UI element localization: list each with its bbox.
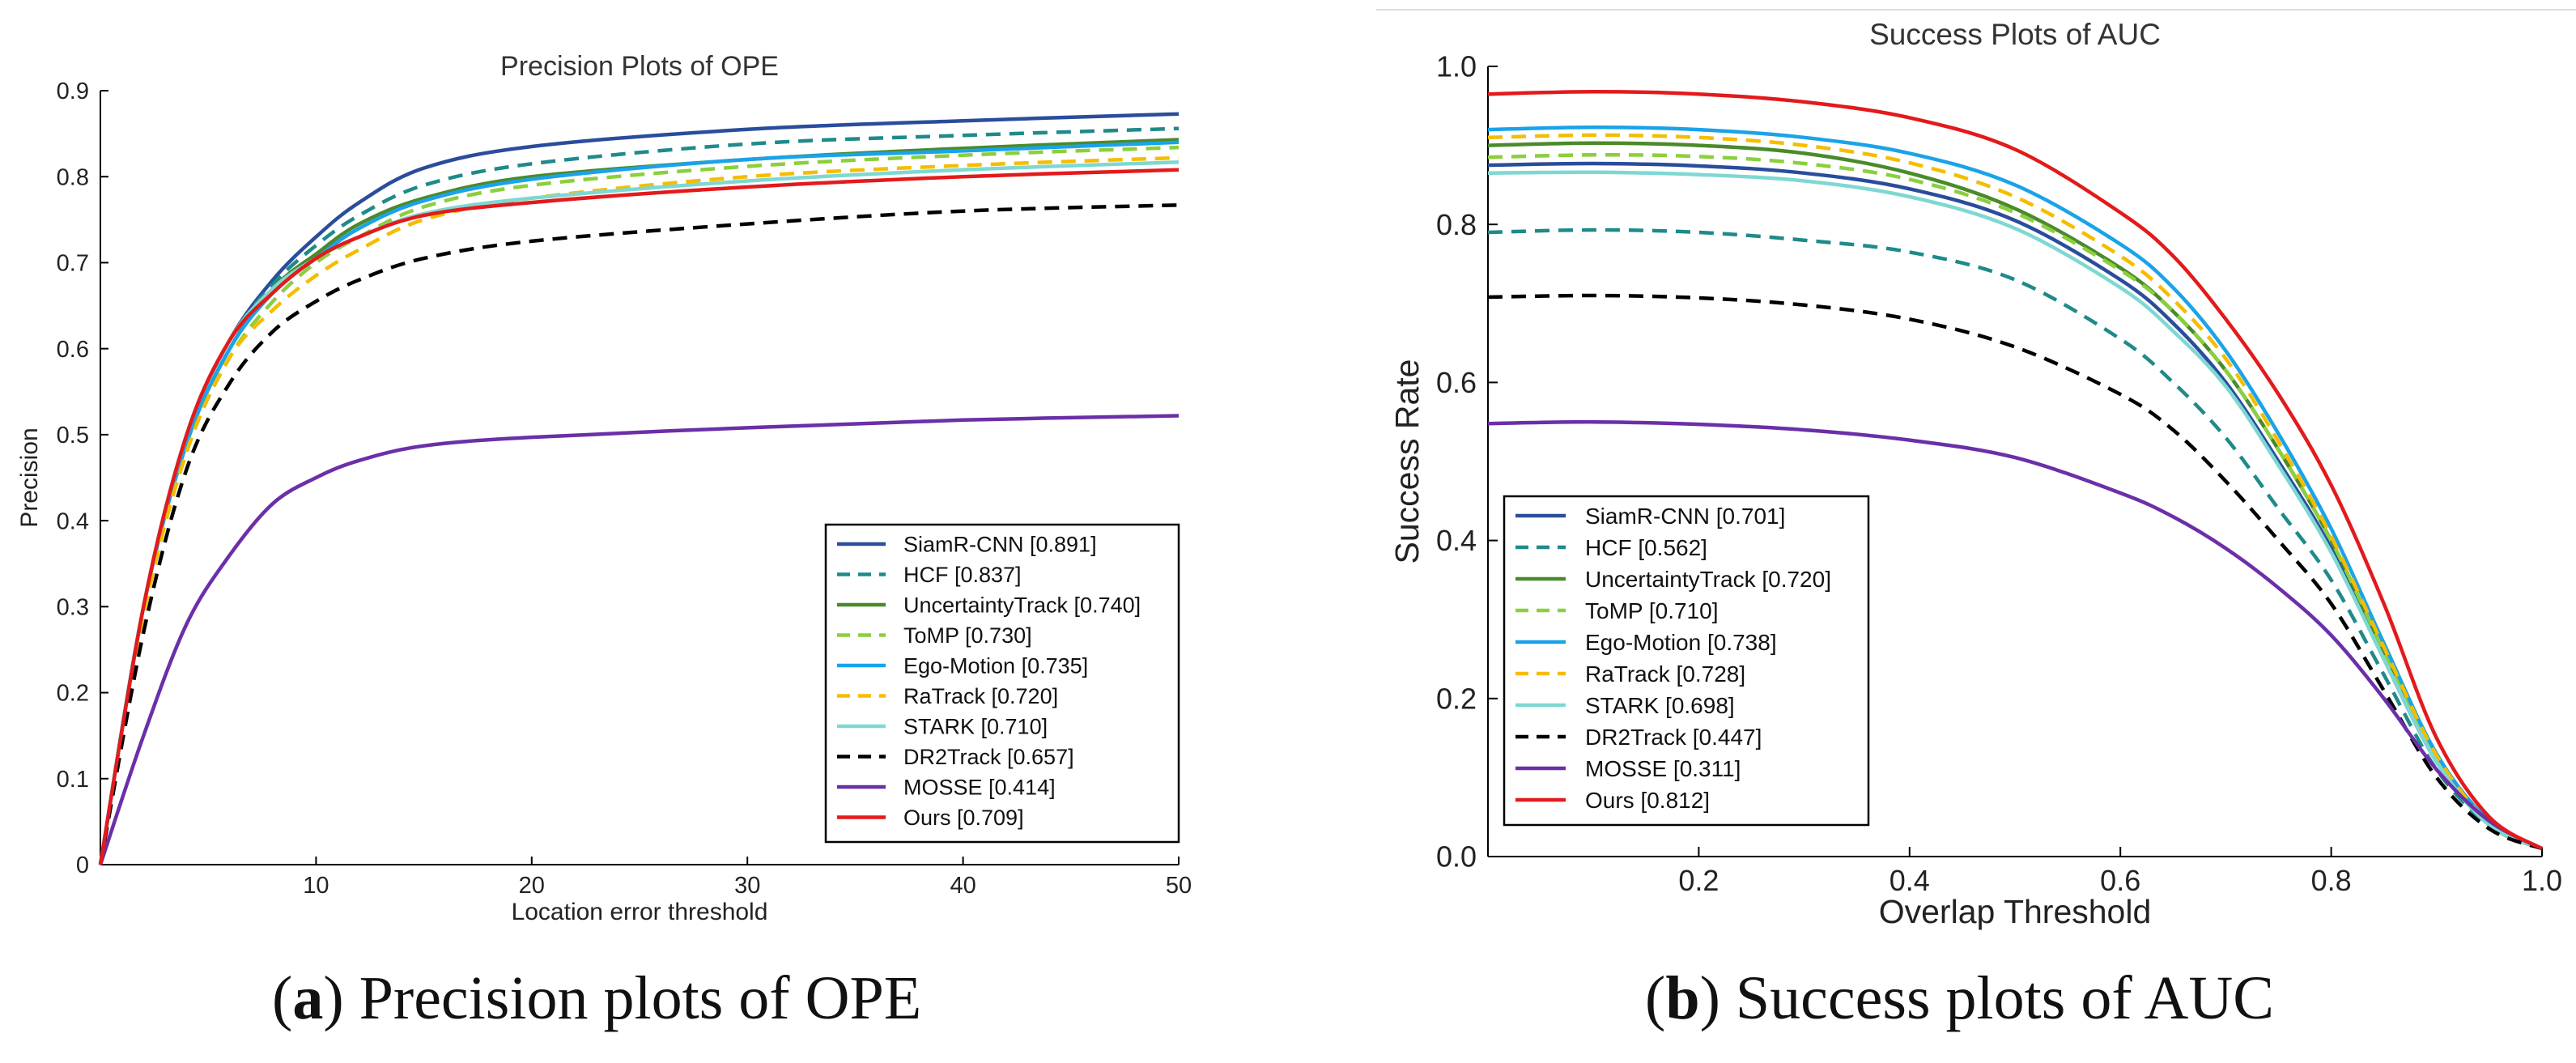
- y-tick-label: 0.5: [57, 423, 89, 449]
- y-tick-label: 0.2: [57, 681, 89, 707]
- x-tick-label: 0.2: [1678, 864, 1719, 897]
- x-axis-label: Location error threshold: [512, 899, 768, 925]
- chart-title: Success Plots of AUC: [1869, 18, 2161, 51]
- legend-label-9: Ours [0.812]: [1585, 788, 1710, 813]
- y-tick-label: 0.9: [57, 79, 89, 104]
- x-tick-label: 50: [1166, 873, 1192, 899]
- series-line-6: [1487, 170, 2543, 851]
- legend-label-2: UncertaintyTrack [0.720]: [1585, 567, 1831, 592]
- legend-label-2: UncertaintyTrack [0.740]: [903, 593, 1141, 618]
- caption-b: (b) Success plots of AUC: [1645, 964, 2274, 1032]
- y-tick-label: 0.1: [57, 767, 89, 793]
- x-axis-label: Overlap Threshold: [1879, 893, 2152, 930]
- y-tick-label: 0.7: [57, 251, 89, 277]
- legend-label-5: RaTrack [0.728]: [1585, 661, 1745, 687]
- legend-label-0: SiamR-CNN [0.701]: [1585, 504, 1785, 529]
- legend-box: [1503, 495, 1870, 827]
- x-tick-label: 0.4: [1889, 864, 1930, 897]
- x-tick-label: 10: [303, 873, 329, 899]
- series-line-8: [98, 414, 1180, 865]
- legend-label-1: HCF [0.562]: [1585, 535, 1707, 560]
- y-tick-label: 0.4: [1436, 524, 1477, 557]
- legend-label-4: Ego-Motion [0.738]: [1585, 630, 1777, 655]
- series-line-7: [98, 203, 1180, 865]
- legend-label-4: Ego-Motion [0.735]: [903, 654, 1088, 678]
- series-line-3: [1487, 153, 2543, 851]
- x-tick-label: 1.0: [2522, 864, 2562, 897]
- x-tick-label: 40: [950, 873, 976, 899]
- chart-title: Precision Plots of OPE: [500, 51, 779, 82]
- y-tick-label: 0.6: [1436, 366, 1477, 399]
- legend-box: [824, 523, 1180, 844]
- y-tick-label: 0.8: [57, 164, 89, 190]
- legend-label-5: RaTrack [0.720]: [903, 684, 1058, 708]
- y-tick-label: 0.4: [57, 508, 89, 534]
- legend-label-0: SiamR-CNN [0.891]: [903, 533, 1097, 557]
- series-line-9: [1487, 89, 2544, 851]
- y-tick-label: 0.3: [57, 594, 89, 620]
- legend-label-8: MOSSE [0.311]: [1585, 756, 1741, 781]
- chart-precision: Precision Plots of OPE 0 0.1 0.2 0.3 0.4 0.5 0.…: [16, 51, 1192, 925]
- legend: SiamR-CNN [0.701] HCF [0.562] UncertaintyT…: [1503, 495, 1870, 827]
- x-tick-label: 20: [519, 873, 545, 899]
- legend: SiamR-CNN [0.891] HCF [0.837] UncertaintyT…: [824, 523, 1180, 844]
- y-tick-label: 1.0: [1436, 50, 1477, 83]
- series-line-5: [98, 155, 1180, 865]
- series-line-8: [1487, 419, 2544, 851]
- y-tick-label: 0.8: [1436, 208, 1477, 241]
- y-axis-label: Success Rate: [1388, 359, 1426, 564]
- legend-label-3: ToMP [0.730]: [903, 623, 1032, 648]
- y-tick-label: 0.2: [1436, 682, 1477, 715]
- legend-label-3: ToMP [0.710]: [1585, 598, 1718, 623]
- legend-label-6: STARK [0.698]: [1585, 693, 1735, 718]
- chart-success: Success Plots of AUC 0.0 0.2 0.4 0.6 0.8 1.0 0.…: [1388, 18, 2562, 930]
- x-tick-label: 30: [734, 873, 760, 899]
- y-axis-label: Precision: [16, 427, 43, 527]
- series-line-1: [1487, 227, 2543, 851]
- caption-a: (a) Precision plots of OPE: [272, 964, 922, 1032]
- legend-label-7: DR2Track [0.657]: [903, 745, 1074, 769]
- y-tick-label: 0: [76, 853, 89, 878]
- x-tick-label: 0.6: [2100, 864, 2140, 897]
- legend-label-9: Ours [0.709]: [903, 806, 1024, 830]
- series-line-7: [1487, 293, 2543, 851]
- legend-label-1: HCF [0.837]: [903, 563, 1022, 587]
- legend-label-7: DR2Track [0.447]: [1585, 725, 1762, 750]
- x-tick-label: 0.8: [2311, 864, 2352, 897]
- legend-label-6: STARK [0.710]: [903, 715, 1048, 739]
- series-line-9: [98, 168, 1180, 865]
- series-line-5: [1487, 133, 2543, 851]
- legend-label-8: MOSSE [0.414]: [903, 776, 1056, 800]
- y-tick-label: 0.0: [1436, 840, 1477, 874]
- y-tick-label: 0.6: [57, 337, 89, 363]
